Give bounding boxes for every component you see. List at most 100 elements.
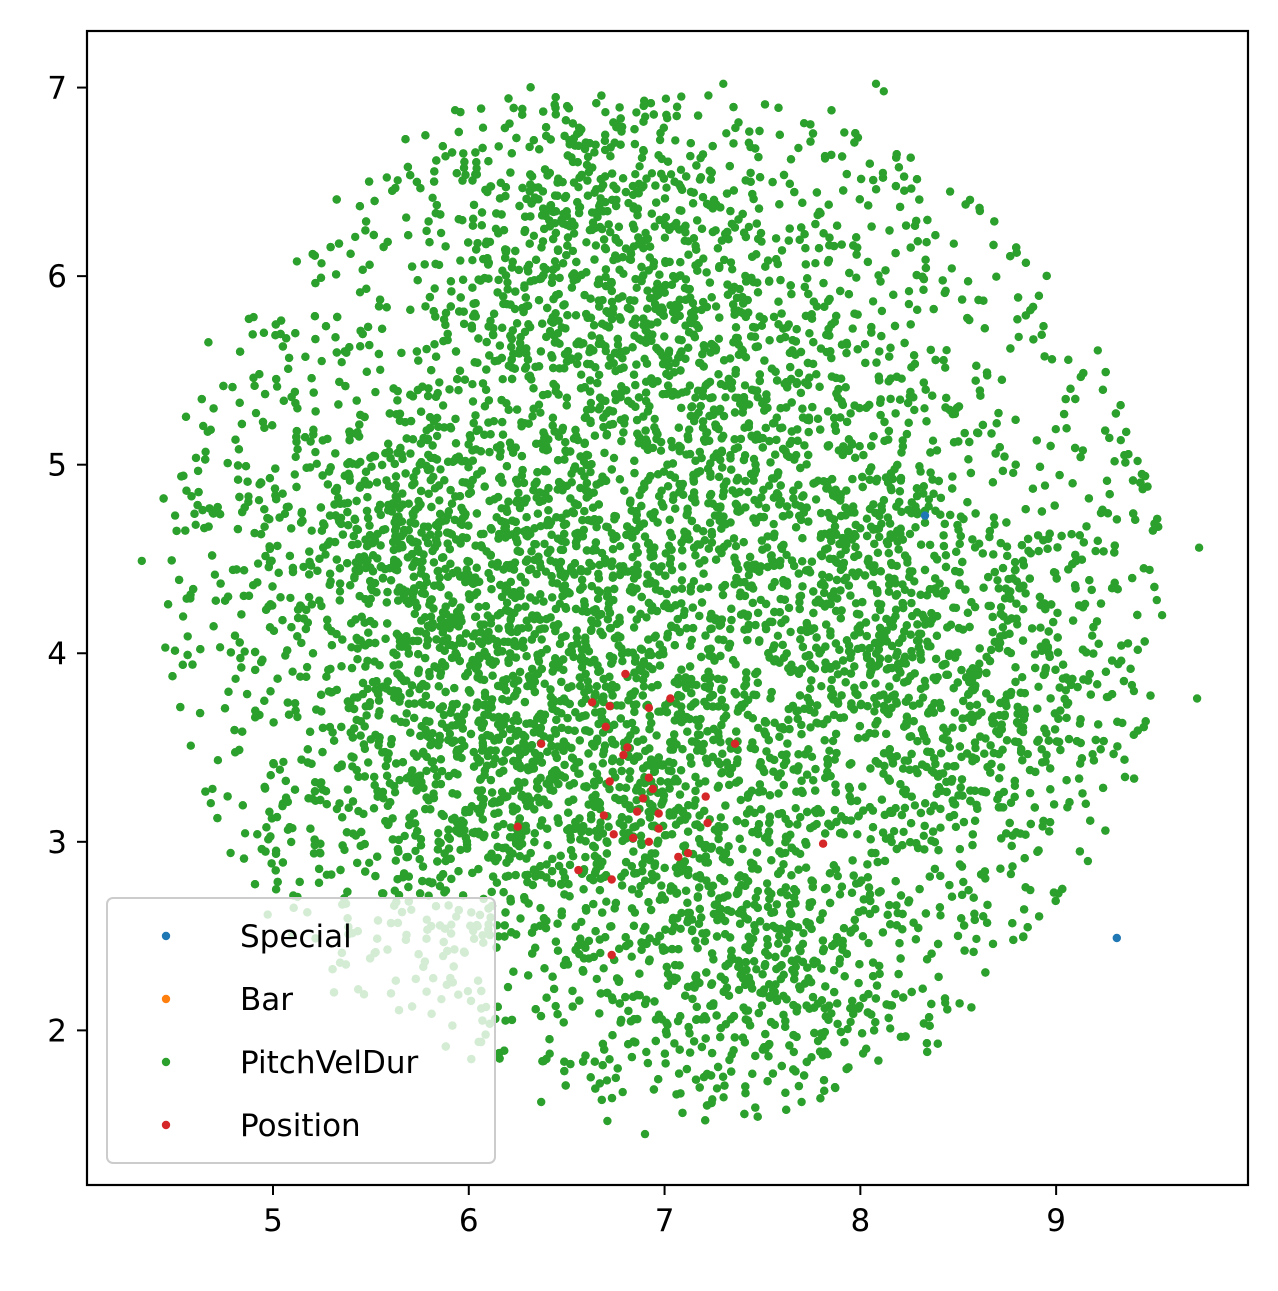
pitchveldur-point	[456, 256, 465, 265]
pitchveldur-point	[752, 965, 761, 974]
pitchveldur-point	[632, 283, 641, 292]
pitchveldur-point	[677, 576, 687, 585]
pitchveldur-point	[231, 674, 240, 683]
pitchveldur-point	[299, 562, 308, 572]
pitchveldur-point	[932, 789, 941, 799]
pitchveldur-point	[750, 495, 759, 505]
pitchveldur-point	[1093, 346, 1103, 355]
pitchveldur-point	[744, 570, 754, 580]
pitchveldur-point	[744, 222, 754, 232]
pitchveldur-point	[904, 287, 914, 296]
pitchveldur-point	[178, 612, 188, 621]
pitchveldur-point	[1051, 425, 1061, 434]
pitchveldur-point	[728, 265, 737, 274]
pitchveldur-point	[618, 657, 627, 666]
pitchveldur-point	[1009, 468, 1018, 478]
pitchveldur-point	[311, 447, 320, 457]
pitchveldur-point	[503, 278, 512, 287]
pitchveldur-point	[616, 542, 625, 551]
pitchveldur-point	[337, 358, 346, 367]
pitchveldur-point	[840, 128, 849, 137]
pitchveldur-point	[862, 514, 872, 523]
pitchveldur-point	[769, 519, 778, 529]
pitchveldur-point	[990, 520, 999, 529]
pitchveldur-point	[213, 756, 223, 765]
pitchveldur-point	[438, 401, 448, 410]
pitchveldur-point	[806, 723, 815, 732]
pitchveldur-point	[835, 955, 845, 964]
pitchveldur-point	[851, 599, 861, 608]
pitchveldur-point	[226, 848, 235, 858]
pitchveldur-point	[676, 165, 686, 174]
pitchveldur-point	[391, 856, 400, 865]
pitchveldur-point	[428, 193, 437, 202]
pitchveldur-point	[402, 213, 411, 222]
pitchveldur-point	[440, 888, 449, 897]
pitchveldur-point	[660, 233, 670, 242]
pitchveldur-point	[942, 346, 951, 355]
pitchveldur-point	[583, 677, 593, 686]
pitchveldur-point	[317, 259, 326, 268]
pitchveldur-point	[955, 844, 965, 854]
pitchveldur-point	[629, 623, 639, 632]
pitchveldur-point	[722, 129, 731, 138]
pitchveldur-point	[536, 903, 545, 913]
pitchveldur-point	[1006, 869, 1016, 879]
pitchveldur-point	[432, 431, 442, 441]
pitchveldur-point	[434, 829, 443, 838]
pitchveldur-point	[183, 632, 192, 641]
pitchveldur-point	[210, 570, 220, 579]
pitchveldur-point	[721, 393, 730, 402]
pitchveldur-point	[569, 229, 579, 238]
pitchveldur-point	[240, 829, 250, 838]
pitchveldur-point	[900, 585, 910, 595]
pitchveldur-point	[928, 436, 938, 445]
pitchveldur-point	[677, 92, 686, 101]
pitchveldur-point	[321, 550, 330, 559]
pitchveldur-point	[704, 582, 713, 592]
pitchveldur-point	[852, 273, 861, 282]
pitchveldur-point	[660, 332, 669, 341]
pitchveldur-point	[586, 467, 595, 477]
pitchveldur-point	[588, 762, 597, 771]
pitchveldur-point	[726, 624, 735, 634]
pitchveldur-point	[292, 257, 302, 266]
pitchveldur-point	[871, 679, 880, 688]
pitchveldur-point	[762, 922, 771, 932]
pitchveldur-point	[206, 799, 215, 808]
pitchveldur-point	[936, 911, 945, 920]
pitchveldur-point	[632, 796, 641, 805]
pitchveldur-point	[762, 879, 772, 888]
pitchveldur-point	[288, 667, 297, 676]
pitchveldur-point	[529, 231, 539, 240]
pitchveldur-point	[478, 123, 488, 132]
pitchveldur-point	[631, 170, 640, 179]
pitchveldur-point	[599, 964, 608, 973]
pitchveldur-point	[997, 763, 1006, 772]
pitchveldur-point	[1088, 631, 1097, 640]
series-pitchveldur-layer	[137, 79, 1204, 1139]
pitchveldur-point	[393, 176, 402, 185]
pitchveldur-point	[291, 452, 300, 462]
pitchveldur-point	[201, 447, 210, 456]
pitchveldur-point	[287, 837, 296, 847]
pitchveldur-point	[537, 635, 546, 644]
pitchveldur-point	[468, 380, 477, 389]
pitchveldur-point	[365, 858, 374, 867]
pitchveldur-point	[828, 736, 838, 746]
pitchveldur-point	[376, 365, 385, 374]
pitchveldur-point	[657, 881, 666, 890]
pitchveldur-point	[1014, 332, 1023, 342]
pitchveldur-point	[642, 1047, 651, 1057]
pitchveldur-point	[382, 173, 391, 182]
pitchveldur-point	[870, 707, 879, 716]
pitchveldur-point	[240, 647, 249, 656]
pitchveldur-point	[910, 801, 920, 810]
pitchveldur-point	[602, 897, 611, 906]
pitchveldur-point	[848, 324, 857, 333]
pitchveldur-point	[975, 659, 984, 668]
pitchveldur-point	[753, 886, 763, 896]
pitchveldur-point	[897, 507, 906, 517]
